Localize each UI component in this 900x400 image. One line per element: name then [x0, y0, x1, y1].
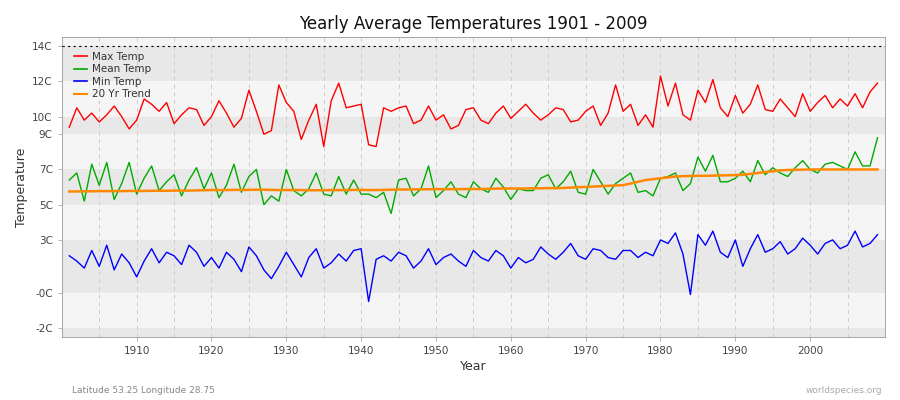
Text: worldspecies.org: worldspecies.org	[806, 386, 882, 395]
Bar	[62, 205, 885, 240]
Bar	[62, 117, 885, 134]
X-axis label: Year: Year	[460, 360, 487, 373]
Bar	[62, 328, 885, 337]
Bar	[62, 170, 885, 205]
Legend: Max Temp, Mean Temp, Min Temp, 20 Yr Trend: Max Temp, Mean Temp, Min Temp, 20 Yr Tre…	[71, 48, 154, 102]
Bar	[62, 293, 885, 328]
Bar	[62, 46, 885, 81]
Bar	[62, 81, 885, 117]
Title: Yearly Average Temperatures 1901 - 2009: Yearly Average Temperatures 1901 - 2009	[299, 15, 648, 33]
Y-axis label: Temperature: Temperature	[15, 147, 28, 227]
Bar	[62, 240, 885, 293]
Bar	[62, 134, 885, 170]
Bar	[62, 37, 885, 46]
Text: Latitude 53.25 Longitude 28.75: Latitude 53.25 Longitude 28.75	[72, 386, 215, 395]
